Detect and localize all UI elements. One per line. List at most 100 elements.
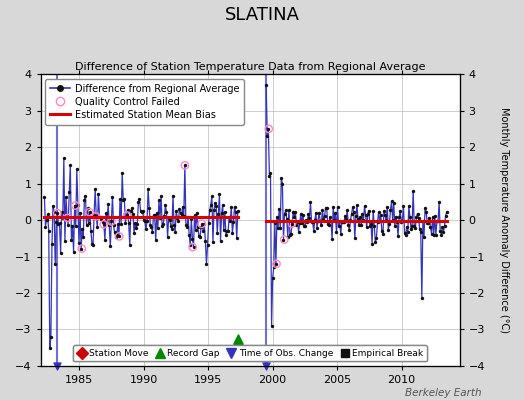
Point bbox=[199, 228, 208, 235]
Point bbox=[70, 202, 79, 209]
Point bbox=[166, 216, 174, 223]
Point bbox=[186, 242, 194, 249]
Point bbox=[423, 219, 431, 226]
Point bbox=[403, 229, 412, 236]
Point bbox=[142, 226, 150, 233]
Point bbox=[82, 222, 91, 228]
Point bbox=[81, 192, 90, 199]
Point bbox=[211, 200, 220, 206]
Point bbox=[50, 208, 58, 215]
Point bbox=[361, 203, 369, 209]
Point bbox=[128, 204, 136, 211]
Point bbox=[228, 230, 237, 236]
Point bbox=[281, 207, 290, 214]
Point bbox=[102, 210, 110, 216]
Point bbox=[435, 199, 443, 205]
Point bbox=[169, 193, 177, 199]
Point bbox=[212, 203, 221, 210]
Point bbox=[386, 206, 395, 213]
Point bbox=[183, 224, 191, 230]
Point bbox=[133, 221, 141, 228]
Point bbox=[299, 212, 307, 218]
Point bbox=[412, 214, 421, 220]
Point bbox=[75, 240, 83, 246]
Point bbox=[440, 223, 449, 229]
Point bbox=[209, 238, 217, 245]
Point bbox=[339, 219, 347, 226]
Point bbox=[302, 216, 310, 223]
Point bbox=[348, 204, 357, 210]
Legend: Station Move, Record Gap, Time of Obs. Change, Empirical Break: Station Move, Record Gap, Time of Obs. C… bbox=[73, 345, 427, 362]
Point bbox=[106, 243, 115, 250]
Point bbox=[390, 223, 399, 230]
Point bbox=[410, 223, 419, 230]
Point bbox=[71, 202, 80, 209]
Point bbox=[112, 234, 120, 240]
Point bbox=[53, 210, 61, 216]
Point bbox=[197, 224, 205, 230]
Point bbox=[439, 228, 447, 235]
Point bbox=[165, 214, 173, 221]
Point bbox=[198, 221, 206, 227]
Point bbox=[111, 229, 119, 236]
Point bbox=[43, 211, 52, 218]
Point bbox=[376, 218, 384, 224]
Point bbox=[61, 238, 69, 244]
Point bbox=[196, 234, 204, 240]
Point bbox=[312, 210, 320, 216]
Point bbox=[429, 214, 437, 220]
Point bbox=[150, 212, 159, 218]
Point bbox=[437, 231, 445, 238]
Point bbox=[147, 224, 156, 230]
Point bbox=[411, 225, 420, 231]
Point bbox=[221, 209, 229, 215]
Point bbox=[119, 197, 127, 203]
Point bbox=[234, 208, 242, 214]
Point bbox=[379, 230, 387, 237]
Point bbox=[139, 217, 148, 224]
Point bbox=[346, 217, 355, 224]
Point bbox=[373, 219, 381, 226]
Point bbox=[342, 216, 351, 223]
Point bbox=[272, 261, 281, 267]
Point bbox=[377, 212, 385, 218]
Point bbox=[371, 238, 379, 245]
Point bbox=[97, 213, 106, 220]
Point bbox=[279, 236, 288, 243]
Point bbox=[78, 226, 86, 232]
Point bbox=[270, 220, 279, 226]
Point bbox=[76, 210, 84, 216]
Point bbox=[400, 230, 409, 236]
Point bbox=[65, 189, 73, 195]
Point bbox=[406, 214, 414, 220]
Point bbox=[394, 233, 402, 240]
Point bbox=[327, 218, 335, 225]
Point bbox=[407, 226, 415, 232]
Point bbox=[159, 221, 168, 227]
Point bbox=[194, 224, 202, 231]
Point bbox=[232, 209, 240, 216]
Point bbox=[129, 211, 137, 218]
Point bbox=[181, 162, 189, 168]
Point bbox=[381, 212, 389, 218]
Point bbox=[62, 194, 70, 200]
Point bbox=[276, 225, 285, 232]
Point bbox=[192, 210, 201, 216]
Point bbox=[74, 202, 82, 208]
Point bbox=[384, 226, 392, 233]
Point bbox=[107, 218, 116, 225]
Point bbox=[389, 200, 398, 206]
Point bbox=[330, 217, 339, 223]
Point bbox=[304, 211, 312, 217]
Point bbox=[224, 228, 232, 234]
Point bbox=[85, 209, 94, 215]
Point bbox=[180, 213, 188, 219]
Point bbox=[124, 207, 132, 213]
Point bbox=[282, 215, 291, 222]
Point bbox=[367, 221, 375, 228]
Point bbox=[219, 202, 227, 208]
Point bbox=[425, 214, 433, 221]
Point bbox=[395, 214, 403, 221]
Point bbox=[396, 207, 405, 214]
Point bbox=[332, 229, 341, 235]
